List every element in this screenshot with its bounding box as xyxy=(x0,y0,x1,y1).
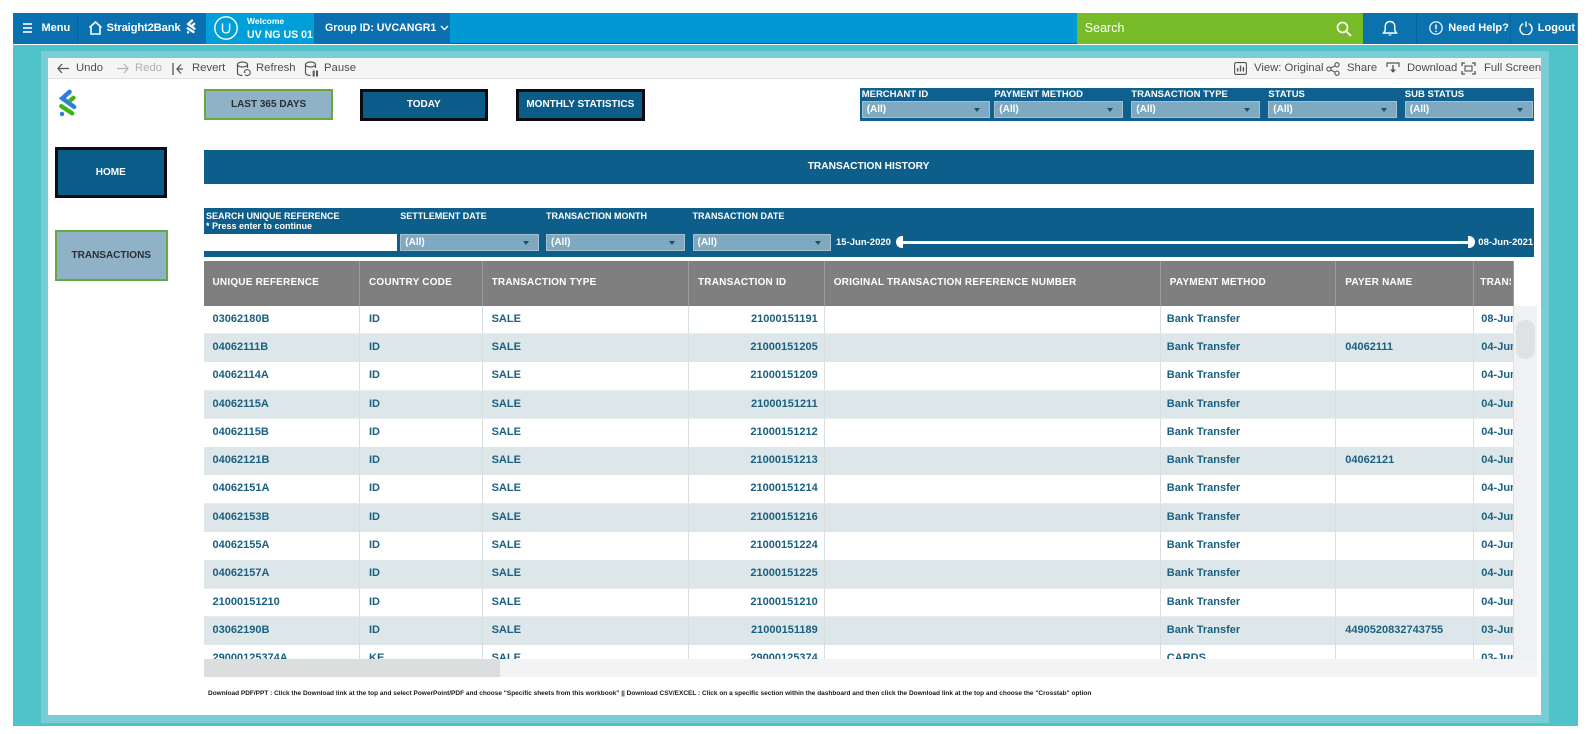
svg-text:U: U xyxy=(221,21,232,38)
